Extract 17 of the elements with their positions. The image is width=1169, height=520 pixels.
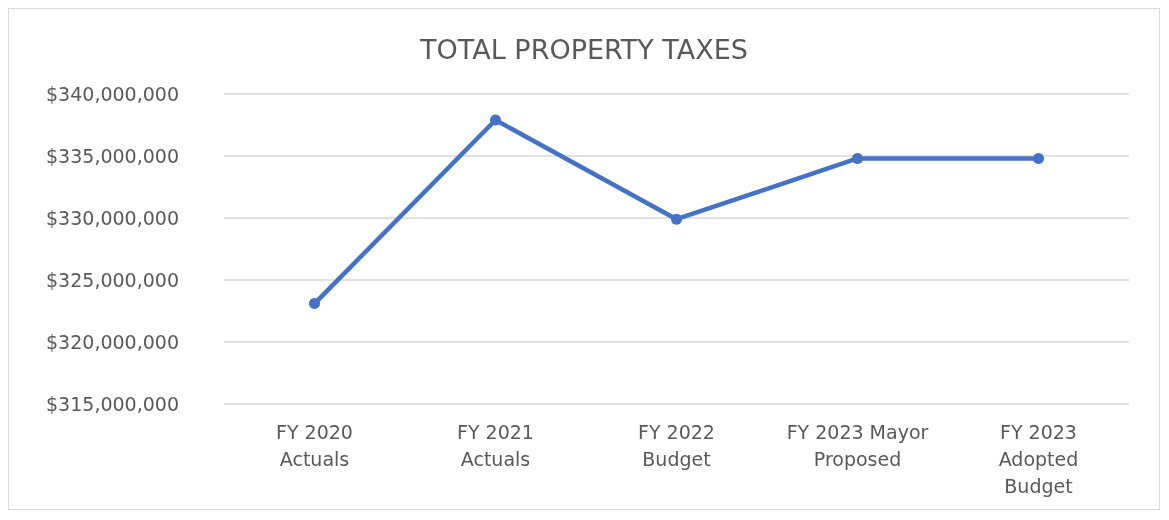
y-tick-label: $315,000,000: [46, 393, 179, 415]
y-tick-label: $335,000,000: [46, 145, 179, 167]
point: [309, 298, 320, 310]
y-tick-label: $340,000,000: [46, 83, 179, 105]
point: [1033, 152, 1044, 164]
x-tick-label: FY 2022 Budget: [638, 420, 715, 470]
x-tick-label: FY 2021 Actuals: [457, 420, 534, 470]
point: [671, 213, 682, 225]
x-tick-label: FY 2020 Actuals: [276, 420, 353, 470]
y-tick-label: $325,000,000: [46, 269, 179, 291]
point: [852, 152, 863, 164]
y-tick-label: $320,000,000: [46, 331, 179, 353]
x-tick-label: FY 2023 Adopted Budget: [998, 420, 1079, 497]
point: [490, 114, 501, 126]
x-tick-label: FY 2023 Mayor Proposed: [786, 420, 929, 470]
chart-title: TOTAL PROPERTY TAXES: [419, 34, 748, 65]
y-tick-label: $330,000,000: [46, 207, 179, 229]
